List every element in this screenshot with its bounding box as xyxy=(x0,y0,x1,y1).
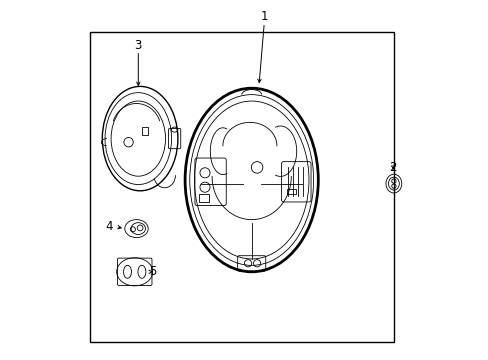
Text: 4: 4 xyxy=(105,220,113,233)
Text: 2: 2 xyxy=(388,161,396,174)
Text: 1: 1 xyxy=(260,10,267,23)
Bar xyxy=(89,32,393,342)
Text: 5: 5 xyxy=(149,265,156,278)
Bar xyxy=(142,127,148,135)
Bar xyxy=(199,194,208,202)
Text: 3: 3 xyxy=(134,39,142,51)
Bar xyxy=(286,189,296,194)
